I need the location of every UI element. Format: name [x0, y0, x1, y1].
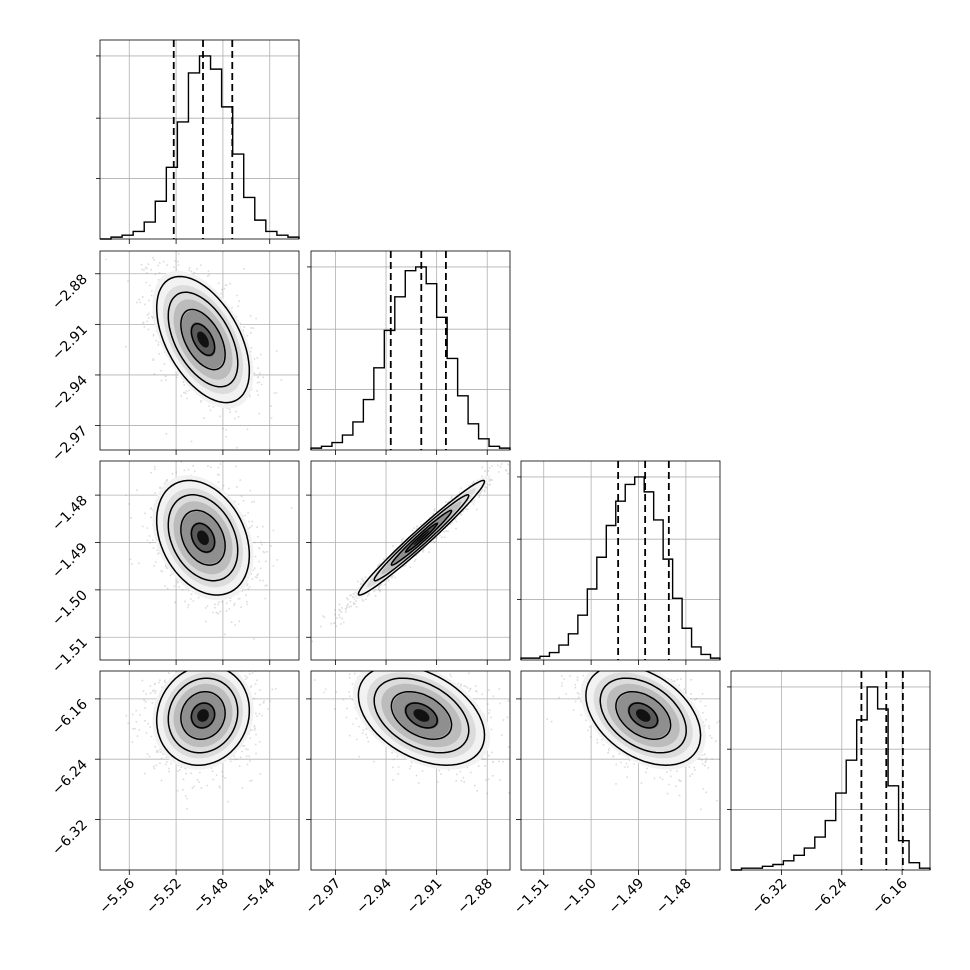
- y-tick-label-2-0: −1.51: [49, 635, 91, 677]
- contour-0: [155, 275, 251, 404]
- contour-2: [615, 690, 672, 740]
- contour-3: [190, 702, 216, 729]
- contour-1: [373, 494, 470, 582]
- scatter-points: [105, 253, 283, 449]
- panel-3-1: [306, 670, 511, 875]
- panel-3-3: [727, 670, 931, 875]
- panel-frame: [99, 670, 300, 871]
- panel-frame: [520, 460, 721, 661]
- y-tick-label-1-0: −2.97: [49, 423, 91, 465]
- x-tick-label-3-1: −6.24: [809, 875, 851, 917]
- y-tick-label-3-1: −6.24: [49, 757, 91, 799]
- panel-frame: [730, 670, 931, 871]
- panel-2-0: [95, 460, 300, 665]
- x-tick-label-1-0: −2.97: [303, 876, 345, 918]
- histogram-step-3: [731, 686, 931, 871]
- panel-0-0: [96, 39, 300, 244]
- panel-frame: [520, 670, 721, 871]
- gridlines: [731, 671, 930, 870]
- x-tick-label-0-3: −5.44: [237, 875, 279, 917]
- y-tick-label-1-1: −2.94: [49, 372, 91, 414]
- contour-3: [190, 323, 216, 357]
- contour-2: [390, 509, 453, 566]
- panel-3-0: [95, 670, 300, 875]
- panel-1-1: [307, 250, 511, 455]
- gridlines: [311, 251, 510, 450]
- y-tick-label-1-2: −2.91: [49, 322, 91, 364]
- panel-frame: [310, 460, 511, 661]
- contour-3: [628, 702, 659, 729]
- contour-1: [167, 494, 239, 582]
- density-level-5: [413, 709, 430, 722]
- gridlines: [100, 40, 299, 239]
- panel-3-2: [516, 670, 721, 875]
- y-tick-label-3-0: −6.32: [49, 817, 91, 859]
- panel-2-2: [517, 460, 721, 665]
- contour-3: [404, 522, 438, 553]
- contour-0: [357, 479, 486, 596]
- scatter-points: [311, 463, 509, 643]
- density-level-5: [197, 530, 209, 545]
- x-tick-label-2-3: −1.48: [653, 876, 695, 918]
- contour-3: [404, 702, 438, 729]
- contour-2: [180, 691, 226, 740]
- contour-0: [155, 479, 251, 596]
- scatter-points: [125, 461, 293, 640]
- panel-frame: [310, 670, 511, 871]
- scatter-points: [314, 671, 510, 795]
- histogram-step-1: [310, 266, 511, 450]
- contour-3: [190, 522, 216, 553]
- histogram-step-2: [520, 476, 721, 660]
- y-tick-label-2-3: −1.48: [49, 493, 91, 535]
- density-level-5: [197, 331, 209, 348]
- y-tick-label-2-2: −1.49: [49, 540, 91, 582]
- panel-frame: [99, 250, 300, 451]
- panel-1-0: [95, 250, 300, 455]
- contour-0: [155, 671, 251, 766]
- x-tick-label-0-2: −5.48: [190, 876, 232, 918]
- histogram-step-0: [100, 55, 300, 240]
- contour-1: [167, 677, 239, 754]
- x-tick-label-1-2: −2.91: [404, 876, 446, 918]
- x-tick-label-1-1: −2.94: [353, 875, 395, 917]
- panel-2-1: [306, 460, 511, 665]
- x-tick-label-0-0: −5.56: [96, 875, 138, 917]
- panel-frame: [310, 250, 511, 451]
- scatter-points: [546, 671, 720, 811]
- contour-2: [180, 308, 226, 371]
- contour-1: [599, 677, 687, 754]
- y-tick-label-2-1: −1.50: [49, 587, 91, 629]
- density-level-5: [197, 709, 209, 722]
- panel-frame: [99, 39, 300, 240]
- panel-frame: [99, 460, 300, 661]
- contour-0: [585, 671, 702, 766]
- scatter-points: [125, 671, 277, 810]
- y-tick-label-3-2: −6.16: [49, 696, 91, 738]
- contour-1: [373, 677, 470, 754]
- x-tick-label-0-1: −5.52: [143, 876, 185, 918]
- contour-2: [180, 509, 226, 566]
- contour-0: [357, 671, 486, 766]
- density-level-5: [413, 530, 430, 546]
- contour-1: [167, 291, 239, 388]
- x-tick-label-3-2: −6.16: [869, 875, 911, 917]
- gridlines: [521, 461, 720, 660]
- density-level-5: [635, 709, 651, 722]
- x-tick-label-2-2: −1.49: [606, 876, 648, 918]
- x-tick-label-2-0: −1.51: [511, 876, 553, 918]
- x-tick-label-2-1: −1.50: [558, 876, 600, 918]
- x-tick-label-3-0: −6.32: [749, 876, 791, 918]
- y-tick-label-1-3: −2.88: [49, 271, 91, 313]
- x-tick-label-1-3: −2.88: [454, 876, 496, 918]
- contour-2: [390, 690, 453, 740]
